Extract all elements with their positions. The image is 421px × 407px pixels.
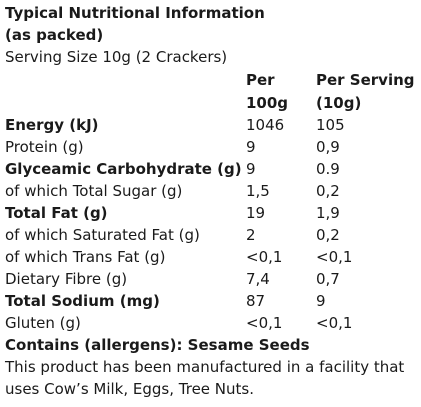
row-label: Glyceamic Carbohydrate (g) [5,160,242,178]
row-value-per-serving: 0,2 [316,182,340,200]
row-value-per-serving: <0,1 [316,248,353,266]
row-value-per-100g: <0,1 [246,314,283,332]
row-value-per-100g: 87 [246,292,266,310]
column-header-per-serving-line2: (10g) [316,94,362,112]
row-value-per-serving: 0.9 [316,160,340,178]
column-header-per-100g-line2: 100g [246,94,289,112]
row-label: Total Fat (g) [5,204,108,222]
column-header-per-100g-line1: Per [246,71,275,89]
row-label: of which Total Sugar (g) [5,182,183,200]
row-value-per-100g: 9 [246,138,256,156]
row-value-per-serving: 9 [316,292,326,310]
row-label: of which Trans Fat (g) [5,248,166,266]
row-label: Total Sodium (mg) [5,292,160,310]
row-value-per-100g: 1046 [246,116,285,134]
row-label: Protein (g) [5,138,84,156]
title-line-1: Typical Nutritional Information [5,4,265,22]
row-value-per-serving: 0,9 [316,138,340,156]
allergens-statement: Contains (allergens): Sesame Seeds [5,336,310,354]
row-value-per-serving: 0,7 [316,270,340,288]
facility-statement-line-1: This product has been manufactured in a … [5,358,405,376]
row-value-per-100g: 1,5 [246,182,270,200]
row-value-per-100g: 19 [246,204,266,222]
row-label: of which Saturated Fat (g) [5,226,200,244]
row-value-per-serving: <0,1 [316,314,353,332]
row-label: Energy (kJ) [5,116,99,134]
row-label: Dietary Fibre (g) [5,270,128,288]
row-value-per-serving: 1,9 [316,204,340,222]
row-value-per-100g: 7,4 [246,270,270,288]
facility-statement-line-2: uses Cow’s Milk, Eggs, Tree Nuts. [5,380,254,398]
row-value-per-serving: 0,2 [316,226,340,244]
row-value-per-100g: <0,1 [246,248,283,266]
column-header-per-serving-line1: Per Serving [316,71,415,89]
row-value-per-100g: 9 [246,160,256,178]
title-line-2: (as packed) [5,26,104,44]
serving-size: Serving Size 10g (2 Crackers) [5,48,228,66]
row-value-per-serving: 105 [316,116,345,134]
row-label: Gluten (g) [5,314,81,332]
row-value-per-100g: 2 [246,226,256,244]
